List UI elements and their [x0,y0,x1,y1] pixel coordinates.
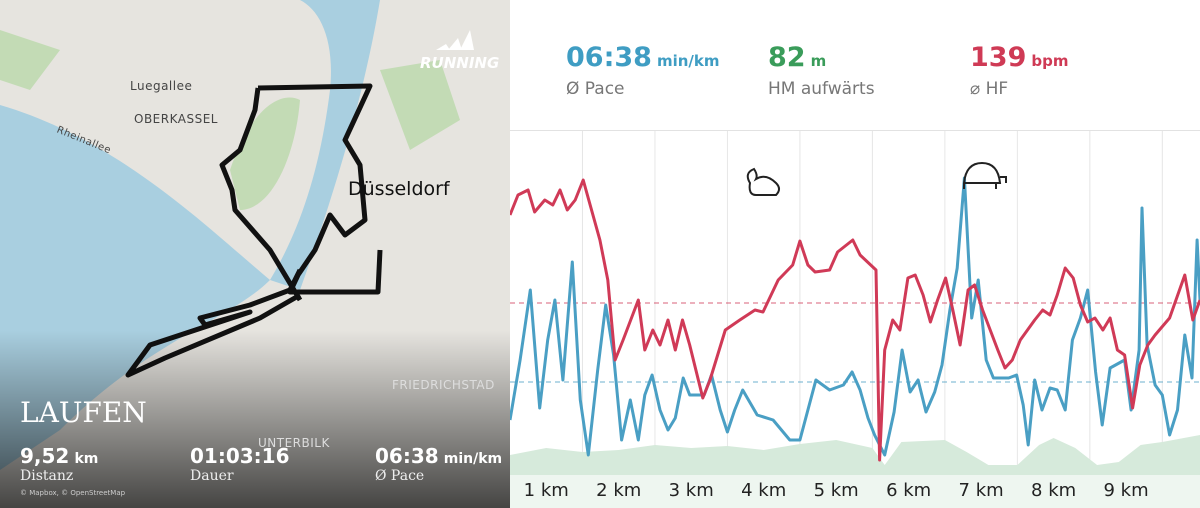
brand-logo [436,30,474,50]
x-tick-label: 9 km [1104,480,1149,501]
rabbit-icon [746,167,780,196]
park [380,60,460,150]
x-tick-label: 6 km [886,480,931,501]
map-label: Luegallee [130,79,193,93]
stat: 9,52 km Distanz [20,444,98,484]
summary-label: HM aufwärts [768,79,875,99]
summary-unit: min/km [656,52,720,70]
summary-item: 82 m HM aufwärts [768,42,875,99]
summary: 06:38 min/km Ø Pace 82 m HM aufwärts 139 bpm ⌀ H… [510,0,1200,131]
x-tick-label: 4 km [741,480,786,501]
summary-item: 06:38 min/km Ø Pace [566,42,720,99]
stat-unit: min/km [443,451,503,467]
attribution: © Mapbox, © OpenStreetMap [20,489,126,497]
stat: 01:03:16 Dauer [190,444,290,484]
x-tick-label: 1 km [524,480,569,501]
summary-unit: bpm [1031,52,1069,70]
stat-label: Distanz [20,468,74,484]
map-label: FRIEDRICHSTAD [392,378,495,392]
series-line [510,178,1200,462]
brand: RUNNING [420,54,500,72]
stat-value: 06:38 [375,444,439,468]
elevation-area [510,435,1200,475]
stat-label: Dauer [190,468,234,484]
river [270,0,380,290]
x-tick-label: 7 km [959,480,1004,501]
summary-value: 139 [970,42,1027,73]
map-label: OBERKASSEL [134,112,218,126]
stat: 06:38 min/km Ø Pace [375,444,502,484]
shade [0,330,510,508]
stat-unit: km [74,451,99,467]
x-tick-label: 3 km [669,480,714,501]
summary-label: Ø Pace [566,79,625,99]
stat-value: 9,52 [20,444,70,468]
map [0,0,510,508]
map-label: Düsseldorf [348,178,450,200]
x-tick-label: 8 km [1031,480,1076,501]
x-tick-label: 2 km [596,480,641,501]
summary-value: 82 [768,42,806,73]
summary-unit: m [810,52,827,70]
turtle-icon [962,161,1007,189]
summary-value: 06:38 [566,42,652,73]
park [0,30,60,90]
stat-value: 01:03:16 [190,444,290,468]
chart: 1 km 2 km 3 km 4 km 5 km 6 km 7 km 8 km 9 km [510,131,1200,508]
park [230,97,300,210]
x-tick-label: 5 km [814,480,859,501]
summary-label: ⌀ HF [970,79,1009,99]
label-band [510,469,1200,508]
series-line [510,176,1200,457]
summary-item: 139 bpm ⌀ HF [970,42,1068,99]
map-label: UNTERBILK [258,436,330,450]
stat-label: Ø Pace [375,468,425,484]
activity-title: LAUFEN [20,396,147,429]
